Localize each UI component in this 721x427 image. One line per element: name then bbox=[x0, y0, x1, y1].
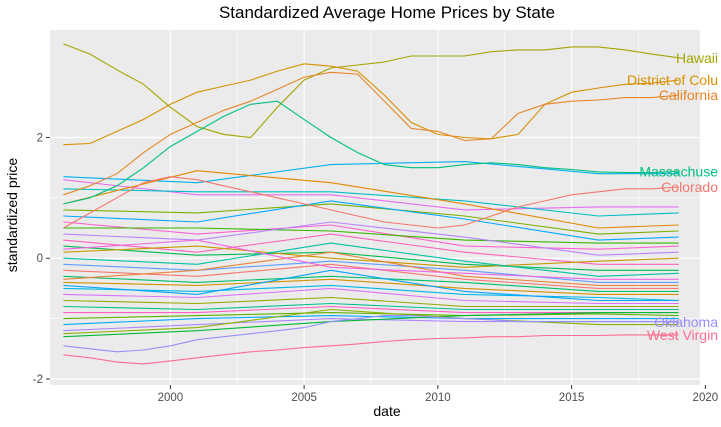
series-line-30 bbox=[63, 239, 679, 280]
series-label-west-virginia: West Virgin bbox=[647, 327, 718, 343]
series-line-15 bbox=[63, 263, 679, 289]
series-line-colorado bbox=[63, 176, 679, 229]
y-tick-label: -2 bbox=[33, 374, 43, 386]
series-line-29 bbox=[63, 269, 679, 302]
x-tick-label: 2020 bbox=[693, 392, 719, 404]
series-line-10 bbox=[63, 233, 679, 265]
series-lines-labeled bbox=[63, 43, 679, 365]
y-tick-label: 0 bbox=[37, 253, 43, 265]
series-line-massachusetts bbox=[63, 100, 679, 205]
series-line-oklahoma bbox=[63, 315, 679, 353]
series-line-9 bbox=[63, 221, 679, 256]
x-tick-label: 2010 bbox=[425, 392, 451, 404]
series-label-colorado: Colorado bbox=[661, 179, 718, 195]
series-line-14 bbox=[63, 260, 679, 283]
y-axis-title: standardized price bbox=[4, 158, 20, 273]
x-axis-title: date bbox=[373, 403, 400, 419]
series-line-california bbox=[63, 71, 679, 196]
series-label-california: California bbox=[659, 87, 718, 103]
series-line-hawaii bbox=[63, 43, 679, 139]
series-label-district-of-columbia: District of Colu bbox=[627, 72, 718, 88]
series-line-11 bbox=[63, 245, 679, 271]
series-line-2 bbox=[63, 161, 679, 184]
series-line-17 bbox=[63, 278, 679, 295]
chart-title: Standardized Average Home Prices by Stat… bbox=[219, 3, 555, 22]
x-axis-ticks: 2000 2005 2010 2015 2020 bbox=[158, 385, 719, 404]
series-line-21 bbox=[63, 302, 679, 311]
x-tick-label: 2000 bbox=[158, 392, 184, 404]
series-line-west-virginia bbox=[63, 334, 679, 365]
series-line-27 bbox=[63, 312, 679, 338]
series-line-12 bbox=[63, 245, 679, 268]
series-label-massachusetts: Massachuse bbox=[639, 163, 718, 179]
series-line-26 bbox=[63, 251, 679, 286]
x-tick-label: 2015 bbox=[559, 392, 585, 404]
series-line-18 bbox=[63, 284, 679, 302]
series-line-district-of-columbia bbox=[63, 63, 679, 146]
series-label-hawaii: Hawaii bbox=[676, 50, 718, 66]
series-line-6 bbox=[63, 200, 679, 241]
series-line-16 bbox=[63, 275, 679, 292]
series-line-4 bbox=[63, 170, 679, 229]
series-label-oklahoma: Oklahoma bbox=[654, 314, 718, 330]
series-line-13 bbox=[63, 242, 679, 277]
series-line-28 bbox=[63, 308, 679, 335]
y-axis-ticks: -2 0 2 bbox=[33, 132, 50, 386]
y-tick-label: 2 bbox=[37, 132, 43, 144]
series-line-8 bbox=[63, 227, 679, 244]
series-line-24 bbox=[63, 315, 679, 326]
series-line-1 bbox=[63, 179, 679, 211]
series-line-19 bbox=[63, 287, 679, 305]
series-line-3 bbox=[63, 188, 679, 217]
series-line-20 bbox=[63, 296, 679, 308]
x-tick-label: 2005 bbox=[291, 392, 317, 404]
